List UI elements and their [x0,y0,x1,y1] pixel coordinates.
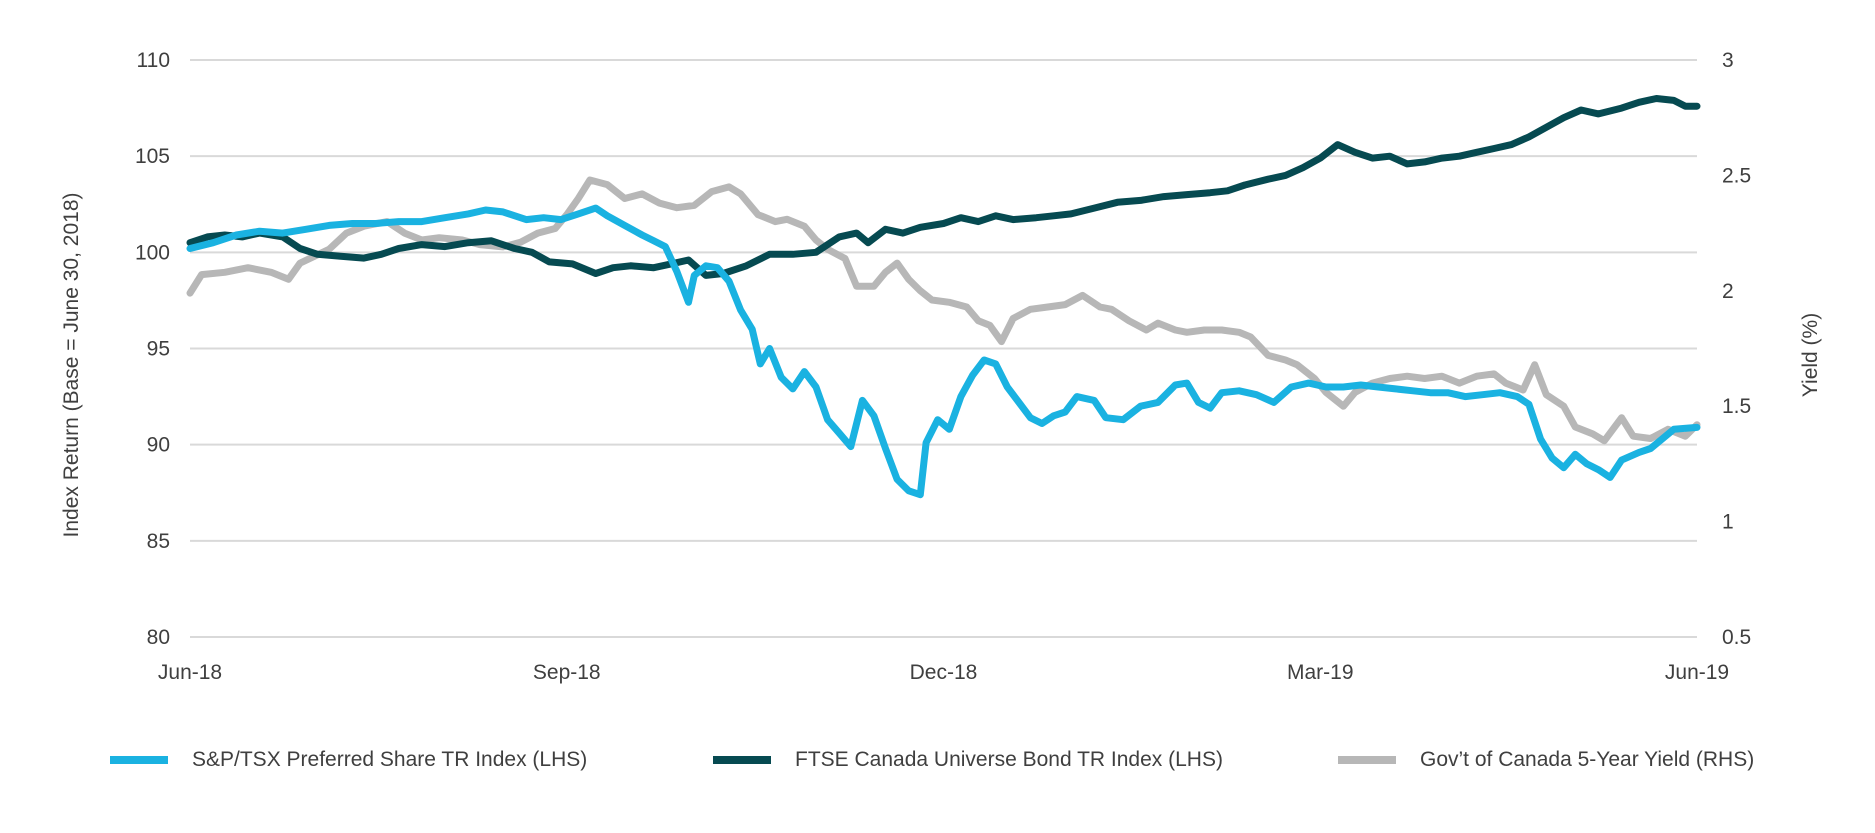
series-line-s-p-tsx-preferred-share-tr-index-lhs [186,204,1701,499]
legend-label-preferred-share: S&P/TSX Preferred Share TR Index (LHS) [192,748,588,771]
y2-tick-label: 1.5 [1722,395,1751,418]
x-axis-tick-labels: Jun-18 Sep-18 Dec-18 Mar-19 Jun-19 [158,661,1729,684]
y2-tick-label: 2.5 [1722,164,1751,187]
x-tick-label: Jun-19 [1665,661,1729,684]
gridlines [190,59,1697,638]
left-axis-title: Index Return (Base = June 30, 2018) [60,193,83,538]
right-axis-tick-labels: 0.5 1 1.5 2 2.5 3 [1722,49,1751,649]
y-tick-label: 90 [147,434,170,457]
x-tick-label: Jun-18 [158,661,222,684]
legend-label-universe-bond: FTSE Canada Universe Bond TR Index (LHS) [795,748,1223,771]
series-lines [186,95,1701,499]
y-tick-label: 95 [147,338,170,361]
y-tick-label: 85 [147,530,170,553]
y-tick-label: 100 [135,241,170,264]
legend: S&P/TSX Preferred Share TR Index (LHS) F… [0,748,1875,788]
y-tick-label: 80 [147,626,170,649]
series-line-ftse-canada-universe-bond-tr-index-lhs [186,95,1701,279]
y2-tick-label: 2 [1722,280,1734,303]
y-tick-label: 110 [137,49,170,72]
legend-label-5yr-yield: Gov’t of Canada 5-Year Yield (RHS) [1420,748,1755,771]
left-axis-tick-labels: 80 85 90 95 100 105 110 [135,49,170,649]
x-tick-label: Dec-18 [910,661,978,684]
y2-tick-label: 0.5 [1722,626,1751,649]
legend-item-universe-bond: FTSE Canada Universe Bond TR Index (LHS) [713,748,1223,772]
legend-swatch-5yr-yield [1338,756,1396,764]
legend-item-preferred-share: S&P/TSX Preferred Share TR Index (LHS) [110,748,587,772]
legend-item-5yr-yield: Gov’t of Canada 5-Year Yield (RHS) [1338,748,1754,772]
y2-tick-label: 1 [1722,511,1734,534]
y2-tick-label: 3 [1722,49,1734,72]
legend-swatch-preferred-share [110,756,168,764]
x-tick-label: Mar-19 [1287,661,1354,684]
y-tick-label: 105 [135,145,170,168]
x-tick-label: Sep-18 [533,661,601,684]
right-axis-title: Yield (%) [1799,313,1822,397]
legend-swatch-universe-bond [713,756,771,764]
